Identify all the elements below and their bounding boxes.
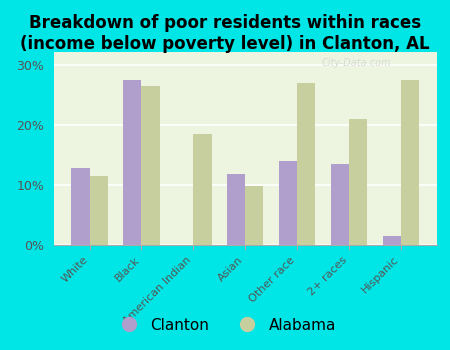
Bar [194, 134, 212, 245]
Bar [297, 83, 315, 245]
Text: City-Data.com: City-Data.com [322, 58, 392, 68]
Bar [123, 79, 141, 245]
Legend: Clanton, Alabama: Clanton, Alabama [108, 312, 342, 339]
Bar [401, 79, 419, 245]
Bar [349, 119, 367, 245]
Bar [72, 168, 90, 245]
Bar [90, 176, 108, 245]
Text: Breakdown of poor residents within races
(income below poverty level) in Clanton: Breakdown of poor residents within races… [20, 14, 430, 53]
Bar [279, 161, 297, 245]
Bar [245, 186, 263, 245]
Bar [227, 174, 245, 245]
Bar [331, 164, 349, 245]
Bar [141, 86, 160, 245]
Bar [383, 236, 401, 245]
